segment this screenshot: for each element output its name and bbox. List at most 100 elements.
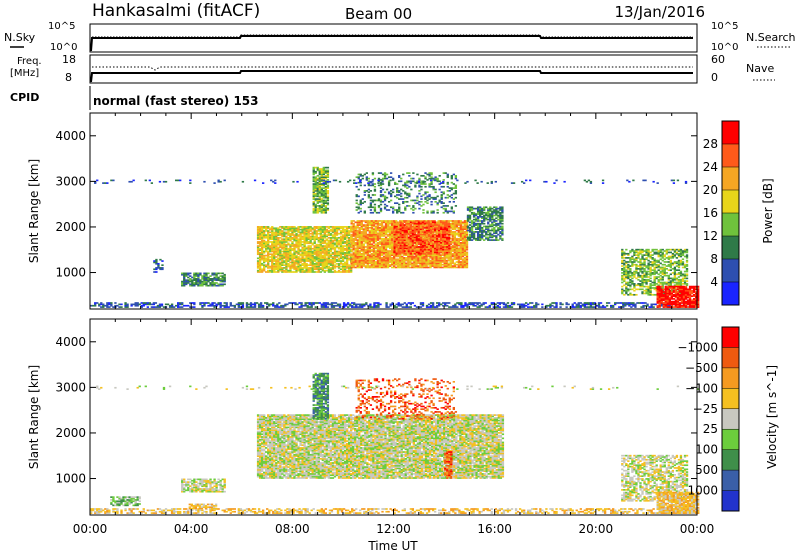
data-cell xyxy=(614,302,616,304)
data-cell xyxy=(398,237,400,239)
data-cell xyxy=(340,268,342,270)
data-cell xyxy=(448,241,450,243)
data-cell xyxy=(391,257,393,259)
data-cell xyxy=(473,219,475,221)
data-cell xyxy=(120,304,122,306)
data-cell xyxy=(475,217,477,219)
data-cell xyxy=(269,227,271,229)
data-cell xyxy=(269,256,271,258)
data-cell xyxy=(369,304,371,306)
data-cell xyxy=(302,305,304,307)
data-cell xyxy=(259,241,261,243)
data-cell xyxy=(226,302,228,304)
data-cell xyxy=(301,247,303,249)
data-cell xyxy=(108,306,110,308)
data-cell xyxy=(483,206,485,208)
data-cell xyxy=(137,302,139,304)
data-cell xyxy=(265,255,267,257)
data-cell xyxy=(301,244,303,246)
data-cell xyxy=(222,275,224,277)
data-cell xyxy=(379,220,381,222)
data-cell xyxy=(487,237,489,239)
data-cell xyxy=(379,241,381,243)
data-cell xyxy=(444,302,446,304)
data-cell xyxy=(424,221,426,223)
data-cell xyxy=(287,270,289,272)
data-cell xyxy=(191,277,193,279)
frequency-panel-frame xyxy=(90,55,697,83)
data-cell xyxy=(410,302,412,304)
data-cell xyxy=(521,304,523,306)
data-cell xyxy=(440,221,442,223)
data-cell xyxy=(279,226,281,228)
data-cell xyxy=(404,253,406,255)
data-cell xyxy=(207,305,209,307)
data-cell xyxy=(155,302,157,304)
data-cell xyxy=(446,260,448,262)
data-cell xyxy=(452,245,454,247)
data-cell xyxy=(326,234,328,236)
data-cell xyxy=(167,304,169,306)
data-cell xyxy=(551,305,553,307)
data-cell xyxy=(301,267,303,269)
data-cell xyxy=(416,234,418,236)
data-cell xyxy=(460,220,462,222)
data-cell xyxy=(323,302,325,304)
data-cell xyxy=(371,220,373,222)
data-cell xyxy=(400,228,402,230)
data-cell xyxy=(452,231,454,233)
data-cell xyxy=(412,302,414,304)
data-cell xyxy=(301,241,303,243)
data-cell xyxy=(348,226,350,228)
data-cell xyxy=(553,302,555,304)
data-cell xyxy=(340,266,342,268)
data-cell xyxy=(277,237,279,239)
data-cell xyxy=(273,227,275,229)
data-cell xyxy=(458,302,460,304)
data-cell xyxy=(404,221,406,223)
data-cell xyxy=(265,226,267,228)
data-cell xyxy=(173,306,175,308)
data-cell xyxy=(404,227,406,229)
data-cell xyxy=(275,259,277,261)
data-cell xyxy=(254,302,256,304)
data-cell xyxy=(248,306,250,308)
data-cell xyxy=(297,226,299,228)
data-cell xyxy=(588,302,590,304)
data-cell xyxy=(371,249,373,251)
data-cell xyxy=(450,306,452,308)
data-cell xyxy=(438,302,440,304)
data-cell xyxy=(442,264,444,266)
data-cell xyxy=(217,302,219,304)
data-cell xyxy=(355,221,357,223)
data-cell xyxy=(273,263,275,265)
data-cell xyxy=(410,238,412,240)
data-cell xyxy=(305,247,307,249)
data-cell xyxy=(422,221,424,223)
data-cell xyxy=(326,229,328,231)
data-cell xyxy=(531,302,533,304)
data-cell xyxy=(499,212,501,214)
data-cell xyxy=(159,304,161,306)
data-cell xyxy=(489,305,491,307)
data-cell xyxy=(232,305,234,307)
data-cell xyxy=(394,230,396,232)
data-cell xyxy=(338,233,340,235)
data-cell xyxy=(495,223,497,225)
data-cell xyxy=(147,302,149,304)
data-cell xyxy=(199,302,201,304)
nave-right-tick-bottom: 0 xyxy=(711,71,718,84)
data-cell xyxy=(272,302,274,304)
data-cell xyxy=(219,278,221,280)
data-cell xyxy=(289,244,291,246)
data-cell xyxy=(205,273,207,275)
frequency-trace xyxy=(91,71,693,82)
data-cell xyxy=(491,221,493,223)
data-cell xyxy=(141,302,143,304)
data-cell xyxy=(523,304,525,306)
data-cell xyxy=(338,263,340,265)
data-cell xyxy=(646,304,648,306)
data-cell xyxy=(588,306,590,308)
data-cell xyxy=(365,246,367,248)
data-cell xyxy=(405,263,407,265)
